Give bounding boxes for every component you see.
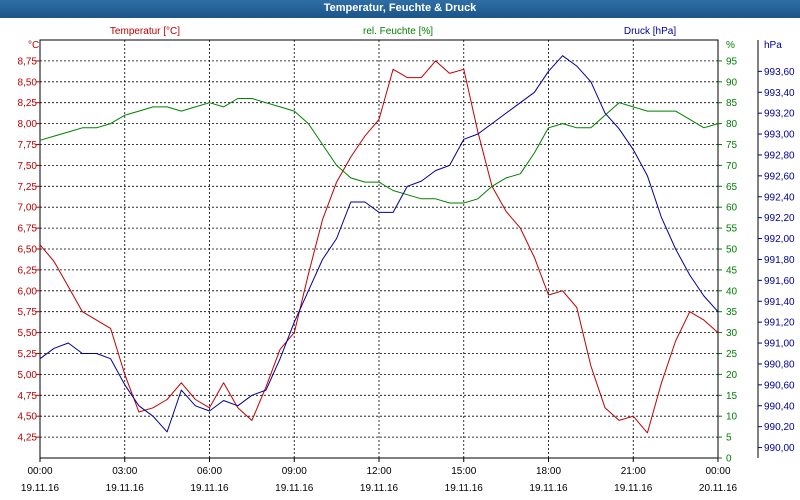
pressure-tick-label: 991,20: [764, 318, 795, 329]
temperature-tick-label: 8,75: [18, 56, 38, 67]
temperature-tick-label: 7,25: [18, 182, 38, 193]
pressure-tick-label: 992,40: [764, 192, 795, 203]
temperature-tick-label: 8,00: [18, 119, 38, 130]
pressure-tick-label: 990,00: [764, 443, 795, 454]
pressure-unit: hPa: [764, 40, 782, 51]
x-tick-label-time: 18:00: [536, 466, 561, 477]
temperature-tick-label: 6,25: [18, 265, 38, 276]
humidity-tick-label: 60: [726, 203, 738, 214]
x-tick-label-date: 19.11.16: [614, 483, 653, 494]
temperature-tick-label: 7,50: [18, 161, 38, 172]
x-tick-label-time: 00:00: [27, 466, 52, 477]
temperature-tick-label: 7,75: [18, 140, 38, 151]
humidity-tick-label: 35: [726, 307, 738, 318]
pressure-tick-label: 991,40: [764, 297, 795, 308]
temperature-tick-label: 8,25: [18, 98, 38, 109]
humidity-tick-label: 85: [726, 98, 738, 109]
x-tick-label-date: 19.11.16: [106, 483, 145, 494]
temperature-tick-label: 7,00: [18, 203, 38, 214]
humidity-tick-label: 50: [726, 245, 738, 256]
temperature-tick-label: 6,50: [18, 245, 38, 256]
pressure-tick-label: 992,20: [764, 213, 795, 224]
x-tick-label-time: 06:00: [197, 466, 222, 477]
temperature-tick-label: 6,75: [18, 224, 38, 235]
x-tick-label-time: 21:00: [621, 466, 646, 477]
humidity-tick-label: 80: [726, 119, 738, 130]
temperature-tick-label: 6,00: [18, 286, 38, 297]
x-tick-label-date: 19.11.16: [190, 483, 229, 494]
temperature-tick-label: 8,50: [18, 77, 38, 88]
pressure-tick-label: 991,60: [764, 276, 795, 287]
x-tick-label-time: 03:00: [112, 466, 137, 477]
pressure-tick-label: 993,00: [764, 130, 795, 141]
x-tick-label-date: 19.11.16: [360, 483, 399, 494]
humidity-tick-label: 95: [726, 56, 738, 67]
temperature-tick-label: 4,50: [18, 412, 38, 423]
humidity-tick-label: 65: [726, 182, 738, 193]
humidity-tick-label: 25: [726, 349, 738, 360]
humidity-tick-label: 0: [726, 454, 732, 465]
pressure-tick-label: 992,60: [764, 171, 795, 182]
x-tick-label-date: 19.11.16: [529, 483, 568, 494]
x-tick-label-time: 00:00: [705, 466, 730, 477]
temperature-tick-label: 5,00: [18, 370, 38, 381]
pressure-tick-label: 990,60: [764, 380, 795, 391]
x-tick-label-time: 15:00: [451, 466, 476, 477]
humidity-tick-label: 10: [726, 412, 738, 423]
pressure-tick-label: 991,80: [764, 255, 795, 266]
pressure-tick-label: 993,40: [764, 88, 795, 99]
humidity-series-line: [39, 98, 719, 204]
pressure-axis-title: Druck [hPa]: [624, 26, 676, 37]
humidity-tick-label: 45: [726, 265, 738, 276]
temperature-axis-title: Temperatur [°C]: [110, 26, 180, 37]
pressure-tick-label: 991,00: [764, 339, 795, 350]
x-tick-label-date: 19.11.16: [21, 483, 60, 494]
humidity-tick-label: 30: [726, 328, 738, 339]
temperature-tick-label: 5,75: [18, 307, 38, 318]
pressure-tick-label: 990,20: [764, 422, 795, 433]
pressure-series-line: [39, 55, 719, 433]
pressure-tick-label: 990,80: [764, 359, 795, 370]
humidity-tick-label: 75: [726, 140, 738, 151]
humidity-tick-label: 20: [726, 370, 738, 381]
humidity-tick-label: 70: [726, 161, 738, 172]
pressure-tick-label: 993,60: [764, 67, 795, 78]
humidity-unit: %: [726, 40, 735, 51]
temperature-tick-label: 5,25: [18, 349, 38, 360]
humidity-tick-label: 15: [726, 391, 738, 402]
x-tick-label-time: 12:00: [366, 466, 391, 477]
pressure-tick-label: 993,20: [764, 109, 795, 120]
humidity-tick-label: 90: [726, 77, 738, 88]
humidity-tick-label: 55: [726, 224, 738, 235]
temperature-tick-label: 4,25: [18, 433, 38, 444]
plot-area: 00:00 19.11.16 03:00 19.11.16 06:00 19.11.16 0…: [18, 39, 795, 494]
x-tick-label-date: 20.11.16: [699, 483, 738, 494]
humidity-axis-title: rel. Feuchte [%]: [363, 26, 433, 37]
pressure-tick-label: 990,40: [764, 401, 795, 412]
pressure-tick-label: 992,00: [764, 234, 795, 245]
humidity-tick-label: 40: [726, 286, 738, 297]
x-tick-label-date: 19.11.16: [275, 483, 314, 494]
temperature-series-line: [39, 60, 719, 434]
temperature-unit: °C: [28, 40, 39, 51]
chart-title: Temperatur, Feuchte & Druck: [0, 0, 800, 18]
pressure-tick-label: 992,80: [764, 150, 795, 161]
humidity-tick-label: 5: [726, 433, 732, 444]
temperature-tick-label: 4,75: [18, 391, 38, 402]
x-tick-label-date: 19.11.16: [445, 483, 484, 494]
x-tick-label-time: 09:00: [282, 466, 307, 477]
temperature-tick-label: 5,50: [18, 328, 38, 339]
